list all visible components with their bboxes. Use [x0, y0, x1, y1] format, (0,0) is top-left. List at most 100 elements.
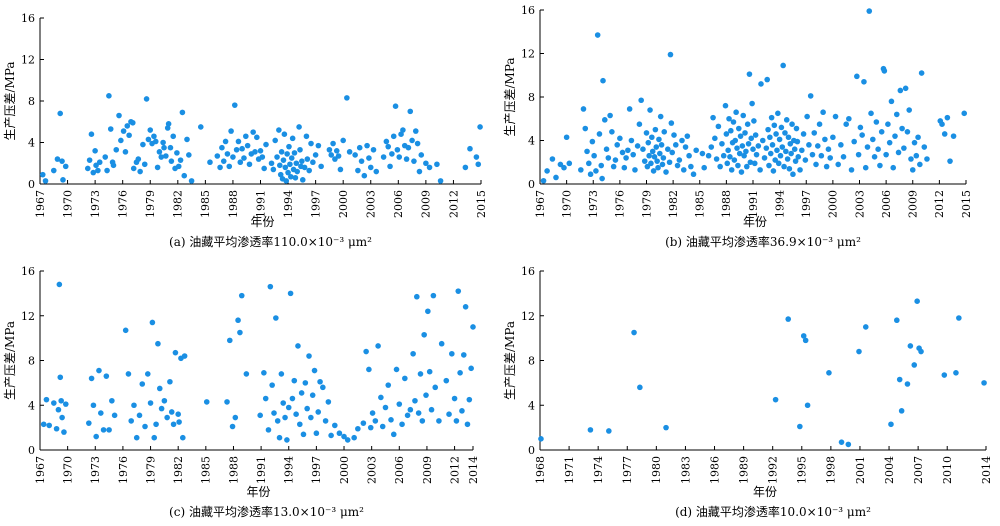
- data-point: [360, 420, 367, 426]
- data-point: [409, 137, 415, 144]
- data-point: [174, 150, 180, 156]
- data-point: [600, 77, 606, 84]
- data-point: [727, 154, 733, 160]
- data-point: [764, 76, 770, 83]
- x-tick-label: 2006: [880, 190, 893, 218]
- data-point: [426, 368, 433, 375]
- data-point: [667, 51, 674, 58]
- data-point: [563, 134, 570, 141]
- data-point: [341, 433, 347, 440]
- data-point: [780, 62, 786, 69]
- data-point: [885, 121, 891, 127]
- data-point: [62, 401, 69, 407]
- data-point: [659, 161, 666, 168]
- data-point: [784, 156, 791, 162]
- data-point: [56, 281, 63, 288]
- data-point: [294, 168, 301, 175]
- data-point: [281, 131, 288, 137]
- data-point: [748, 135, 755, 142]
- data-point: [892, 133, 898, 139]
- data-point: [243, 133, 249, 140]
- data-point: [432, 384, 439, 391]
- data-point: [414, 140, 421, 147]
- data-point: [457, 370, 463, 376]
- data-point: [340, 137, 346, 144]
- data-point: [625, 147, 631, 154]
- data-point: [436, 418, 442, 424]
- data-point: [388, 416, 394, 423]
- data-point: [646, 152, 652, 159]
- data-point: [367, 164, 374, 171]
- y-tick-label: 12: [521, 48, 535, 61]
- data-point: [186, 152, 192, 158]
- data-point: [749, 100, 755, 107]
- data-point: [743, 163, 750, 170]
- data-point: [304, 156, 311, 162]
- data-point: [60, 177, 66, 183]
- data-point: [603, 146, 610, 152]
- x-tick-label: 1977: [621, 456, 634, 484]
- data-point: [947, 158, 953, 164]
- data-point: [297, 421, 303, 428]
- data-point: [737, 133, 744, 139]
- data-point: [672, 142, 679, 148]
- x-tick-label: 1970: [61, 456, 74, 484]
- data-point: [282, 164, 289, 171]
- data-point: [149, 319, 156, 326]
- y-tick-label: 12: [21, 310, 35, 323]
- y-tick-label: 4: [528, 135, 535, 148]
- data-point: [663, 424, 669, 431]
- data-point: [459, 408, 465, 414]
- data-point: [739, 143, 746, 149]
- data-point: [540, 177, 547, 184]
- data-point: [690, 171, 697, 178]
- data-point: [244, 142, 251, 149]
- data-point: [827, 155, 834, 161]
- data-point: [332, 156, 338, 162]
- x-axis-title: 年份: [753, 485, 777, 499]
- data-point: [631, 329, 637, 336]
- x-tick-label: 2007: [912, 456, 925, 484]
- x-tick-label: 1973: [89, 456, 102, 484]
- data-point: [415, 410, 422, 416]
- data-point: [897, 87, 904, 94]
- x-tick-label: 1991: [747, 190, 760, 218]
- data-point: [686, 152, 692, 159]
- data-point: [623, 155, 629, 161]
- chart-caption: (a) 油藏平均渗透率110.0×10⁻³ μm²: [169, 234, 372, 249]
- data-point: [404, 412, 411, 419]
- data-point: [732, 137, 739, 144]
- data-point: [259, 154, 266, 160]
- data-point: [913, 152, 920, 159]
- y-tick-label: 12: [521, 310, 535, 323]
- data-point: [140, 141, 146, 148]
- data-point: [816, 121, 823, 127]
- data-point: [744, 121, 751, 127]
- data-point: [299, 177, 306, 183]
- data-point: [768, 114, 775, 121]
- data-point: [652, 126, 659, 133]
- x-tick-label: 2003: [365, 190, 378, 218]
- data-point: [725, 147, 731, 154]
- data-point: [609, 129, 615, 135]
- data-point: [167, 144, 174, 151]
- data-point: [363, 348, 369, 355]
- data-point: [776, 136, 783, 143]
- data-point: [767, 134, 773, 141]
- data-point: [785, 134, 792, 141]
- data-point: [96, 159, 103, 166]
- x-tick-label: 2006: [392, 190, 405, 218]
- data-point: [164, 414, 170, 421]
- data-point: [142, 423, 148, 430]
- data-point: [312, 152, 319, 158]
- data-point: [663, 169, 669, 175]
- data-point: [344, 95, 350, 101]
- data-point: [612, 157, 619, 163]
- data-point: [95, 167, 101, 174]
- data-point: [106, 93, 112, 99]
- data-point: [267, 283, 274, 290]
- data-point: [155, 340, 161, 347]
- data-point: [151, 434, 158, 441]
- data-point: [224, 399, 230, 405]
- data-point: [110, 162, 117, 169]
